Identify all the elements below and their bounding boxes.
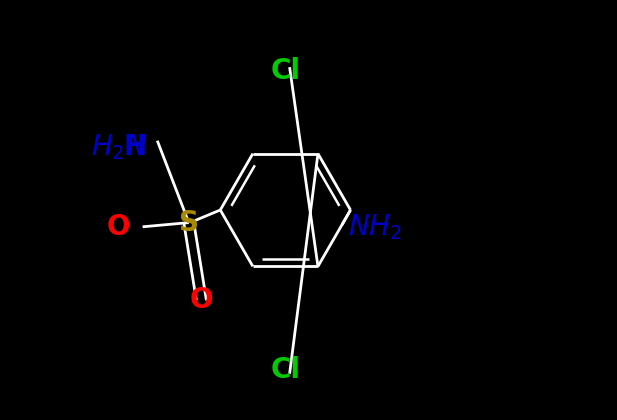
Text: H: H xyxy=(123,133,147,161)
Text: $H_2N$: $H_2N$ xyxy=(91,132,147,162)
Text: $NH_2$: $NH_2$ xyxy=(349,212,402,241)
Text: Cl: Cl xyxy=(270,57,300,85)
Text: O: O xyxy=(107,213,130,241)
Text: O: O xyxy=(189,286,213,314)
Text: Cl: Cl xyxy=(270,356,300,384)
Text: S: S xyxy=(179,209,199,236)
